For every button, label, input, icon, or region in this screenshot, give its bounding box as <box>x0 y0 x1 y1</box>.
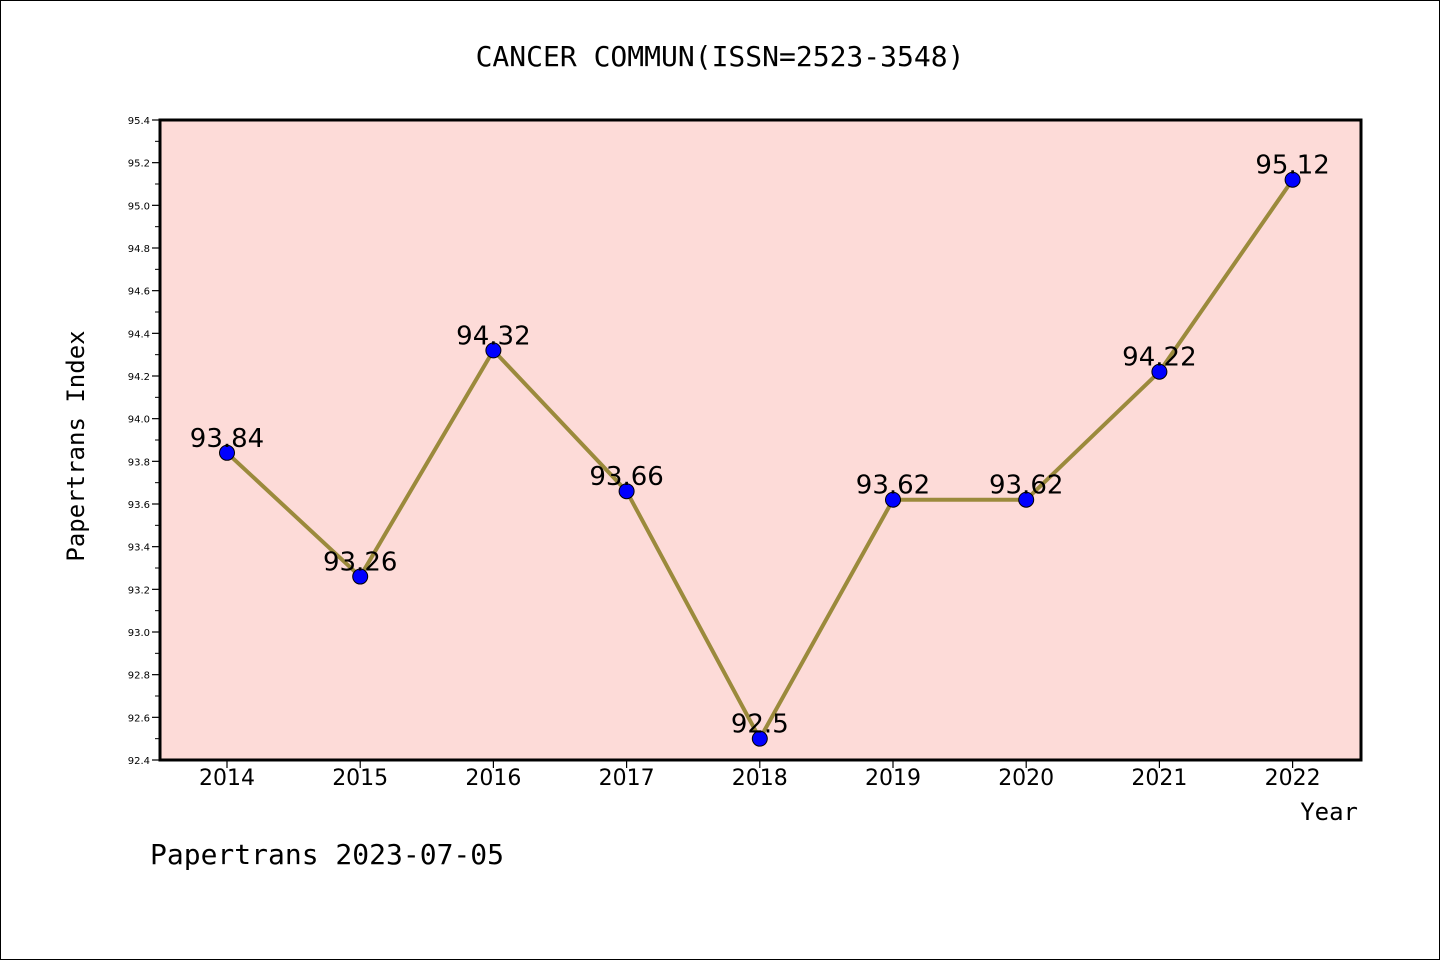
y-tick-label: 92.4 <box>128 756 150 767</box>
data-point <box>1284 171 1301 188</box>
data-labels: 93.84 93.26 94.32 93.66 92.5 93.62 93.62 94.22 9… <box>190 151 1330 740</box>
data-label: 93.62 <box>856 471 930 501</box>
y-tick-label: 95.4 <box>128 116 150 127</box>
data-point <box>1151 363 1168 380</box>
x-tick-label: 2021 <box>1131 766 1187 791</box>
x-axis: 2014 2015 2016 2017 2018 2019 2020 2021 2022 <box>199 760 1321 791</box>
data-label: 94.32 <box>456 321 530 351</box>
y-tick-label: 94.0 <box>128 415 150 426</box>
y-tick-label: 93.2 <box>128 585 150 596</box>
x-tick-label: 2022 <box>1265 766 1321 791</box>
plot-area <box>158 118 1363 762</box>
y-tick-label: 93.6 <box>128 500 150 511</box>
data-point <box>352 568 369 585</box>
y-tick-label: 92.6 <box>128 713 150 724</box>
data-label: 95.12 <box>1255 151 1329 181</box>
data-label: 93.84 <box>190 424 264 454</box>
footer-text: Papertrans 2023-07-05 <box>150 838 504 871</box>
x-tick-label: 2018 <box>732 766 788 791</box>
data-point <box>618 483 635 500</box>
data-label: 92.5 <box>731 710 789 740</box>
data-label: 93.26 <box>323 548 397 578</box>
y-axis-label: Papertrans Index <box>62 330 90 561</box>
y-tick-label: 94.2 <box>128 372 150 383</box>
y-tick-label: 94.8 <box>128 244 150 255</box>
data-point <box>885 491 901 508</box>
y-tick-label: 94.4 <box>128 329 150 340</box>
data-point <box>219 444 235 461</box>
x-tick-label: 2016 <box>465 766 521 791</box>
data-point <box>485 342 502 359</box>
x-tick-label: 2014 <box>199 766 255 791</box>
series-line <box>219 171 1301 747</box>
y-tick-label: 94.6 <box>128 287 150 298</box>
data-label: 93.66 <box>589 462 663 492</box>
chart-title: CANCER COMMUN(ISSN=2523-3548) <box>476 40 965 73</box>
y-tick-label: 93.4 <box>128 543 150 554</box>
y-tick-label: 93.8 <box>128 457 150 468</box>
data-label: 94.22 <box>1122 343 1196 373</box>
data-point <box>751 730 768 747</box>
data-point <box>1018 491 1035 508</box>
x-tick-label: 2017 <box>599 766 655 791</box>
y-axis: 92.4 92.6 92.8 93.0 93.2 93.4 93.6 93.8 94.0 94.2… <box>128 116 160 767</box>
y-tick-label: 95.2 <box>128 159 150 170</box>
x-axis-label: Year <box>1300 798 1358 826</box>
x-tick-label: 2020 <box>998 766 1054 791</box>
x-tick-label: 2015 <box>332 766 388 791</box>
y-tick-label: 92.8 <box>128 671 150 682</box>
y-tick-label: 93.0 <box>128 628 150 639</box>
y-tick-label: 95.0 <box>128 201 150 212</box>
x-tick-label: 2019 <box>865 766 921 791</box>
data-label: 93.62 <box>989 471 1063 501</box>
